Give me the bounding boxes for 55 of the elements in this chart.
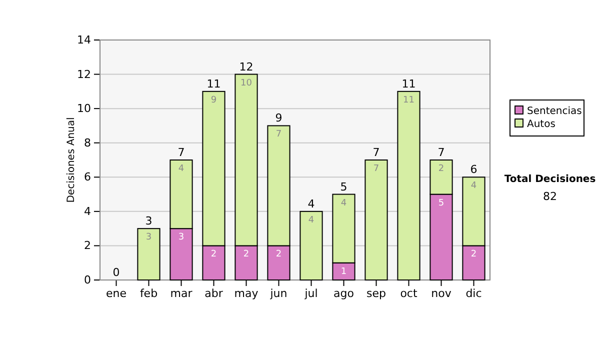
x-tick-label: ene (106, 286, 127, 300)
x-tick-label: mar (170, 286, 193, 300)
y-axis-title: Decisiones Anual (66, 117, 77, 203)
total-label: 6 (470, 163, 478, 176)
text: Total Decisiones (504, 174, 596, 185)
data-label: 9 (210, 95, 217, 106)
total-label: 5 (340, 180, 348, 194)
y-tick-label: 8 (84, 136, 91, 150)
y-tick-label: 4 (84, 204, 91, 218)
data-label: 5 (438, 198, 444, 208)
total-label: 7 (178, 146, 185, 159)
y-tick-label: 0 (84, 274, 91, 287)
data-label: 2 (276, 250, 282, 260)
x-tick-label: feb (140, 286, 158, 300)
text: 82 (543, 190, 557, 203)
total-label: 7 (438, 146, 445, 159)
total-label: 11 (206, 77, 221, 90)
data-label: 4 (470, 181, 477, 192)
x-tick-label: sep (366, 286, 386, 300)
y-tick-label: 10 (77, 102, 91, 116)
total-label: 7 (372, 146, 380, 159)
x-tick-label: abr (204, 286, 224, 300)
legend-label: Autos (527, 119, 556, 130)
x-tick-label: ago (334, 286, 354, 300)
data-label: 7 (276, 130, 282, 140)
data-label: 1 (340, 266, 347, 277)
total-label: 4 (308, 197, 315, 210)
data-label: 2 (438, 164, 444, 174)
data-label: 4 (340, 198, 347, 208)
x-tick-label: jul (304, 286, 318, 300)
data-label: 10 (240, 78, 252, 88)
y-tick-label: 12 (77, 68, 91, 81)
data-label: 11 (403, 95, 414, 106)
y-tick-label: 2 (84, 239, 91, 252)
total-label: 11 (402, 77, 416, 90)
x-tick-label: nov (431, 286, 452, 300)
x-tick-label: jun (269, 286, 288, 300)
data-label: 3 (146, 232, 152, 243)
total-label: 12 (239, 60, 254, 74)
total-label: 3 (145, 214, 152, 228)
x-tick-label: dic (466, 286, 482, 300)
y-tick-label: 6 (84, 170, 91, 184)
data-label: 4 (178, 164, 184, 174)
data-label: 2 (210, 250, 217, 260)
y-tick-label: 14 (77, 34, 91, 47)
x-tick-label: oct (400, 286, 418, 300)
data-label: 3 (178, 232, 184, 243)
total-label: 9 (275, 112, 282, 125)
data-label: 4 (308, 215, 314, 226)
legend-label: Sentencias (527, 106, 582, 117)
total-label: 0 (112, 266, 120, 279)
data-label: 2 (470, 250, 477, 260)
data-label: 7 (373, 164, 380, 174)
x-tick-label: may (234, 286, 259, 300)
data-label: 2 (243, 250, 250, 260)
